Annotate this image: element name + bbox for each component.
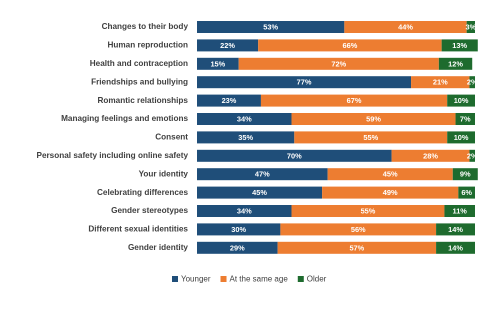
value-label: 35% xyxy=(238,133,253,142)
category-label: Personal safety including online safety xyxy=(36,151,188,160)
value-label: 72% xyxy=(331,59,346,68)
value-label: 2% xyxy=(467,78,478,87)
value-label: 14% xyxy=(448,225,463,234)
value-label: 55% xyxy=(361,206,376,215)
bar-segment xyxy=(197,149,392,162)
bar-segment xyxy=(197,57,239,70)
value-label: 13% xyxy=(452,41,467,50)
value-label: 34% xyxy=(237,206,252,215)
value-label: 10% xyxy=(454,96,469,105)
value-label: 15% xyxy=(210,59,225,68)
bar-segment xyxy=(327,168,453,181)
value-label: 66% xyxy=(343,41,358,50)
bar-segment xyxy=(197,205,292,217)
value-label: 22% xyxy=(220,41,235,50)
bar-segment xyxy=(277,241,437,254)
value-label: 28% xyxy=(423,151,438,160)
legend-label: Older xyxy=(307,275,327,284)
bar-segment xyxy=(391,149,470,162)
category-label: Managing feelings and emotions xyxy=(61,114,188,123)
bar-segment xyxy=(291,113,456,125)
category-label: Gender stereotypes xyxy=(111,206,188,215)
bar-segment xyxy=(458,186,475,199)
value-label: 55% xyxy=(363,133,378,142)
value-label: 3% xyxy=(465,22,476,31)
bar-segment xyxy=(455,113,475,125)
category-label: Celebrating differences xyxy=(97,188,188,197)
bar-segment xyxy=(436,223,475,236)
bar-segment xyxy=(238,57,439,70)
value-label: 9% xyxy=(460,170,471,179)
bar-segment xyxy=(280,223,437,236)
category-label: Different sexual identities xyxy=(88,225,188,234)
bar-segment xyxy=(438,57,473,70)
bar-segment xyxy=(291,205,445,217)
value-label: 70% xyxy=(287,151,302,160)
bar-segment xyxy=(469,149,475,162)
bar-segment xyxy=(197,39,259,52)
bar-segment xyxy=(322,186,459,199)
bar-segment xyxy=(447,131,475,144)
bar-segment xyxy=(436,241,475,254)
bar-segment xyxy=(197,223,281,236)
category-label: Romantic relationships xyxy=(97,96,188,105)
value-label: 29% xyxy=(230,243,245,252)
value-label: 56% xyxy=(351,225,366,234)
bar-segment xyxy=(466,21,475,33)
bar-segment xyxy=(294,131,448,144)
value-label: 2% xyxy=(467,151,478,160)
bar-segment xyxy=(258,39,442,52)
value-label: 14% xyxy=(448,243,463,252)
value-label: 45% xyxy=(383,170,398,179)
value-label: 12% xyxy=(448,59,463,68)
value-label: 23% xyxy=(222,96,237,105)
bar-segment xyxy=(197,168,328,181)
legend-label: Younger xyxy=(181,275,211,284)
bar-segment xyxy=(452,168,478,181)
category-label: Consent xyxy=(155,133,188,142)
value-label: 7% xyxy=(460,114,471,123)
value-label: 67% xyxy=(347,96,362,105)
category-label: Your identity xyxy=(139,169,189,178)
value-label: 53% xyxy=(263,22,278,31)
bar-segment xyxy=(260,94,448,107)
value-label: 59% xyxy=(366,114,381,123)
value-label: 21% xyxy=(433,78,448,87)
legend-swatch xyxy=(172,276,178,282)
bar-segment xyxy=(197,241,278,254)
value-label: 10% xyxy=(454,133,469,142)
bar-segment xyxy=(197,94,261,107)
bar-segment xyxy=(411,76,470,89)
value-label: 57% xyxy=(349,243,364,252)
value-label: 47% xyxy=(255,170,270,179)
bar-segment xyxy=(197,113,292,125)
bar-segment xyxy=(444,205,475,217)
legend-swatch xyxy=(220,276,227,282)
legend-swatch xyxy=(297,276,304,282)
category-label: Gender identity xyxy=(128,243,188,252)
value-label: 49% xyxy=(383,188,398,197)
bar-segment xyxy=(197,186,323,199)
bar-segment xyxy=(197,76,412,89)
value-label: 44% xyxy=(398,22,413,31)
category-label: Health and contraception xyxy=(90,59,188,68)
bar-segment xyxy=(447,94,475,107)
bar-segment xyxy=(344,21,467,33)
value-label: 77% xyxy=(297,78,312,87)
value-label: 34% xyxy=(237,114,252,123)
category-label: Friendships and bullying xyxy=(91,77,188,86)
value-label: 30% xyxy=(231,225,246,234)
legend-label: At the same age xyxy=(230,275,289,284)
value-label: 45% xyxy=(252,188,267,197)
bar-segment xyxy=(469,76,475,89)
value-label: 11% xyxy=(453,206,468,215)
category-label: Changes to their body xyxy=(102,22,189,31)
bar-segment xyxy=(441,39,478,52)
bar-segment xyxy=(197,21,345,33)
bar-segment xyxy=(197,131,295,144)
category-label: Human reproduction xyxy=(107,41,188,50)
value-label: 6% xyxy=(461,188,472,197)
